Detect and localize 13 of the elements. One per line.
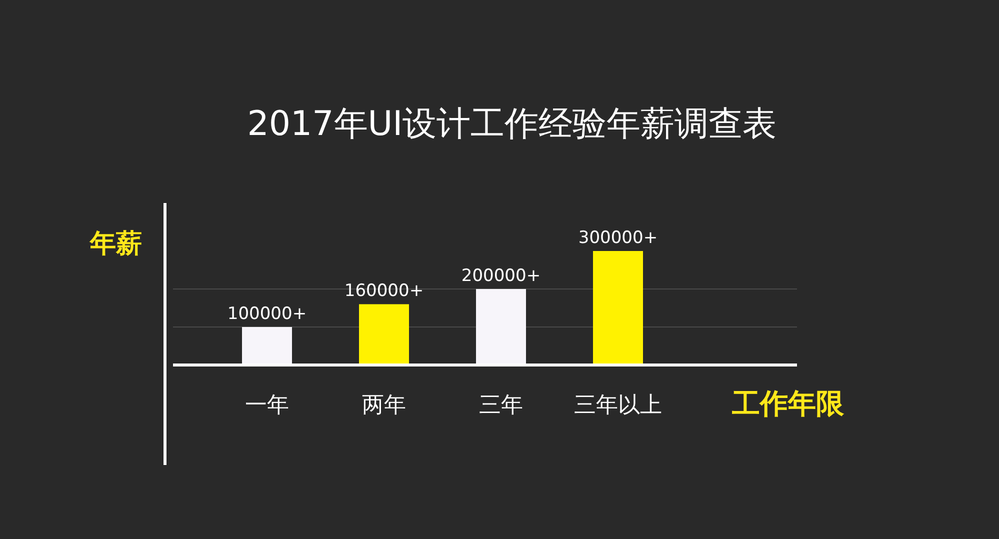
bar (593, 251, 643, 365)
x-tick-label: 三年 (479, 393, 523, 418)
x-axis-title: 工作年限 (731, 387, 845, 420)
data-label: 160000+ (344, 281, 424, 302)
data-label: 300000+ (578, 228, 658, 248)
x-tick-label: 一年 (245, 393, 289, 418)
y-axis-title: 年薪 (89, 229, 142, 259)
chart-title: 2017年UI设计工作经验年薪调查表 (247, 104, 777, 144)
x-tick-label: 三年以上 (574, 393, 662, 418)
data-label: 200000+ (461, 266, 541, 286)
x-tick-label: 两年 (362, 393, 406, 418)
bar (359, 304, 409, 365)
data-label: 100000+ (227, 304, 307, 324)
